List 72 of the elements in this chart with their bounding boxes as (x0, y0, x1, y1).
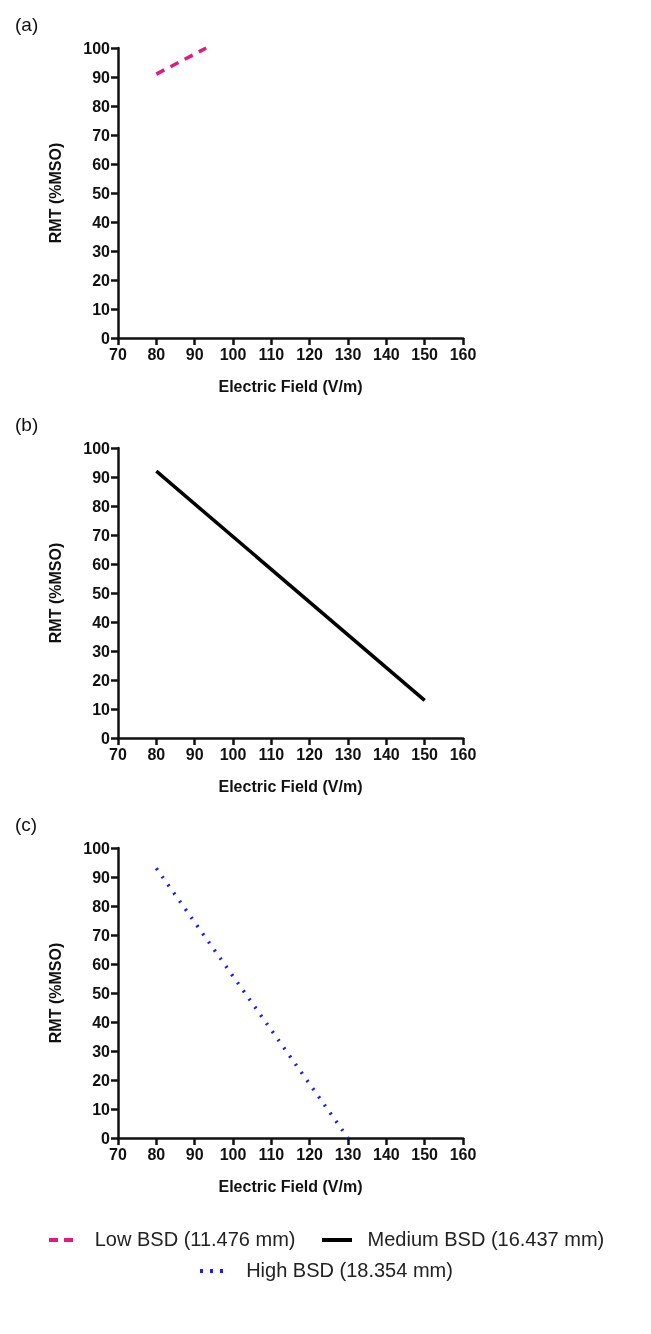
y-tick-label: 60 (92, 155, 111, 173)
y-tick-label: 20 (92, 671, 111, 689)
x-tick-label: 110 (258, 345, 285, 363)
x-tick-label: 140 (372, 1145, 400, 1163)
x-tick-label: 80 (147, 1145, 166, 1163)
y-tick-label: 90 (92, 468, 111, 486)
y-tick-label: 90 (92, 68, 111, 86)
x-tick-label: 90 (185, 1145, 204, 1163)
y-tick-label: 30 (92, 1042, 111, 1060)
y-axis-title: RMT (%MSO) (46, 542, 64, 644)
x-tick-label: 130 (334, 745, 362, 763)
x-tick-label: 80 (147, 745, 166, 763)
y-tick-label: 10 (92, 300, 111, 318)
y-tick-label: 70 (92, 526, 111, 544)
x-tick-label: 100 (219, 745, 247, 763)
y-tick-label: 70 (92, 926, 111, 944)
x-tick-label: 140 (372, 345, 400, 363)
y-tick-label: 40 (92, 1013, 111, 1031)
x-tick-label: 110 (258, 745, 285, 763)
legend-label: Low BSD (11.476 mm) (94, 1228, 296, 1251)
x-tick-label: 160 (449, 1145, 477, 1163)
y-tick-label: 100 (83, 439, 111, 457)
x-tick-label: 130 (334, 345, 362, 363)
y-tick-label: 100 (83, 39, 111, 57)
y-tick-label: 0 (101, 1129, 111, 1147)
y-tick-label: 30 (92, 242, 111, 260)
x-tick-label: 130 (334, 1145, 362, 1163)
legend-label: Medium BSD (16.437 mm) (367, 1228, 605, 1251)
y-tick-label: 60 (92, 955, 111, 973)
x-tick-label: 80 (147, 345, 166, 363)
x-tick-label: 140 (372, 745, 400, 763)
x-tick-label: 150 (411, 345, 439, 363)
x-axis-title: Electric Field (V/m) (218, 777, 363, 795)
y-tick-label: 90 (92, 868, 111, 886)
y-tick-label: 50 (92, 984, 111, 1002)
x-tick-label: 120 (296, 345, 324, 363)
y-tick-label: 60 (92, 555, 111, 573)
y-tick-label: 80 (92, 497, 111, 515)
y-tick-label: 20 (92, 1071, 111, 1089)
x-tick-label: 120 (296, 1145, 324, 1163)
x-tick-label: 100 (219, 1145, 247, 1163)
y-tick-label: 50 (92, 184, 111, 202)
x-tick-label: 90 (185, 345, 204, 363)
y-tick-label: 20 (92, 271, 111, 289)
chart-title: (a) (15, 14, 39, 35)
y-tick-label: 100 (83, 839, 111, 857)
y-tick-label: 80 (92, 97, 111, 115)
x-tick-label: 120 (296, 745, 324, 763)
x-tick-label: 160 (449, 345, 477, 363)
x-tick-label: 90 (185, 745, 204, 763)
x-axis-title: Electric Field (V/m) (218, 1177, 363, 1195)
x-tick-label: 150 (411, 1145, 439, 1163)
y-tick-label: 30 (92, 642, 111, 660)
y-tick-label: 40 (92, 213, 111, 231)
chart-title: (b) (15, 414, 39, 435)
y-tick-label: 70 (92, 126, 111, 144)
chart-title: (c) (15, 814, 38, 835)
y-tick-label: 10 (92, 1100, 111, 1118)
x-tick-label: 150 (411, 745, 439, 763)
y-tick-label: 0 (101, 329, 111, 347)
y-tick-label: 40 (92, 613, 111, 631)
legend-label: High BSD (18.354 mm) (246, 1259, 453, 1282)
y-tick-label: 0 (101, 729, 111, 747)
x-tick-label: 160 (449, 745, 477, 763)
x-tick-label: 110 (258, 1145, 285, 1163)
y-tick-label: 50 (92, 584, 111, 602)
y-tick-label: 10 (92, 700, 111, 718)
x-tick-label: 100 (219, 345, 247, 363)
y-tick-label: 80 (92, 897, 111, 915)
y-axis-title: RMT (%MSO) (46, 942, 64, 1044)
y-axis-title: RMT (%MSO) (46, 142, 64, 244)
x-axis-title: Electric Field (V/m) (218, 377, 363, 395)
